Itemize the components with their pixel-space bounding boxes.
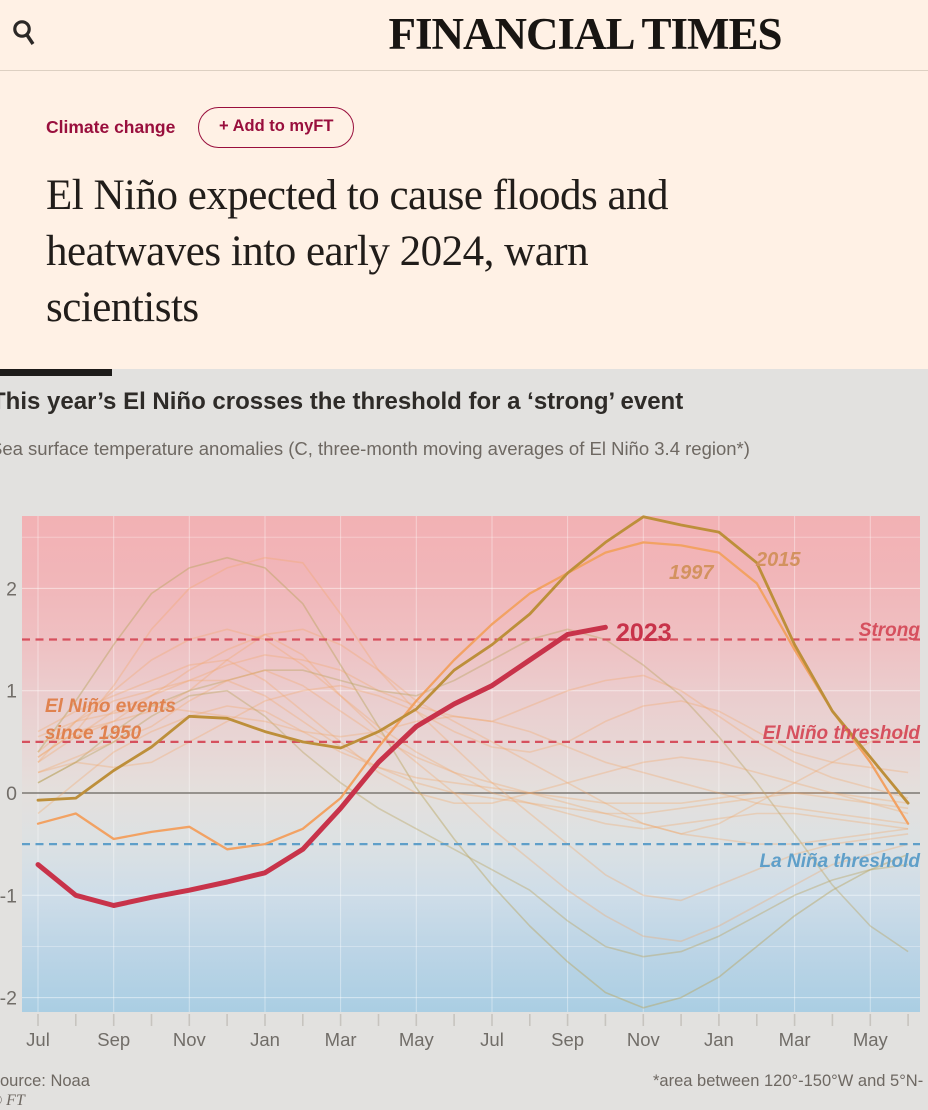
x-axis-label: May <box>853 1029 889 1050</box>
threshold-label: El Niño threshold <box>763 723 921 744</box>
x-axis-label: Mar <box>325 1029 357 1050</box>
x-axis-label: Mar <box>779 1029 811 1050</box>
x-axis-label: May <box>399 1029 435 1050</box>
series-2015-line <box>36 515 910 805</box>
y-axis-label: 0 <box>6 783 17 805</box>
series-label-2015: 2015 <box>755 549 801 571</box>
background-event-line <box>37 705 909 815</box>
header-divider <box>0 70 928 71</box>
background-event-line <box>37 556 909 902</box>
background-event-line <box>37 654 909 799</box>
x-axis-label: Sep <box>97 1029 130 1050</box>
y-axis-label: -2 <box>0 988 17 1010</box>
background-event-line <box>37 679 909 815</box>
chart-footnote: *area between 120°-150°W and 5°N- <box>653 1072 924 1090</box>
threshold-label: Strong <box>859 620 921 641</box>
background-event-line <box>37 659 909 815</box>
y-axis-label: 1 <box>6 681 17 703</box>
background-event-line <box>37 628 909 953</box>
x-axis-label: Jul <box>480 1029 504 1050</box>
chart-subtitle: Sea surface temperature anomalies (C, th… <box>0 438 750 459</box>
background-event-line <box>37 705 909 825</box>
series-label-2023: 2023 <box>616 619 672 647</box>
series-1997-line <box>36 541 910 851</box>
background-event-line <box>37 633 909 943</box>
search-icon[interactable] <box>10 18 42 50</box>
x-axis-label: Nov <box>627 1029 661 1050</box>
chart-copyright: © FT <box>0 1092 25 1109</box>
background-event-line <box>37 684 909 774</box>
x-axis-label: Jul <box>26 1029 50 1050</box>
chart-top-rule <box>0 369 112 376</box>
series-label-1997: 1997 <box>669 562 714 584</box>
x-axis-label: Jan <box>250 1029 280 1050</box>
threshold-label: La Niña threshold <box>760 851 921 872</box>
background-event-line <box>37 669 909 845</box>
add-to-myft-button[interactable]: + Add to myFT <box>198 107 355 148</box>
chart-title: This year’s El Niño crosses the threshol… <box>0 388 684 415</box>
x-axis-label: Sep <box>551 1029 584 1050</box>
annotation-since-1950: since 1950 <box>45 723 142 744</box>
x-axis-label: Nov <box>173 1029 207 1050</box>
el-nino-anomaly-chart: Strong El Niño threshold La Niña threshold… <box>0 515 921 1050</box>
article-header-section: FINANCIAL TIMES Climate change + Add to … <box>0 0 928 369</box>
annotation-el-nino-events: El Niño events <box>45 696 176 717</box>
y-axis-label: -1 <box>0 885 17 907</box>
plot-background <box>22 516 920 1012</box>
chart-source: Source: Noaa <box>0 1072 90 1090</box>
ft-masthead-logo[interactable]: FINANCIAL TIMES <box>388 9 782 59</box>
background-event-line <box>37 556 909 1009</box>
background-event-line <box>37 628 909 835</box>
series-2023-line <box>35 624 608 908</box>
article-headline: El Niño expected to cause floods and hea… <box>46 172 669 331</box>
background-event-line <box>37 689 909 958</box>
background-event-line <box>37 628 909 830</box>
y-axis-label: 2 <box>6 578 17 600</box>
x-axis-label: Jan <box>704 1029 734 1050</box>
topic-tag-climate-change[interactable]: Climate change <box>46 117 176 137</box>
